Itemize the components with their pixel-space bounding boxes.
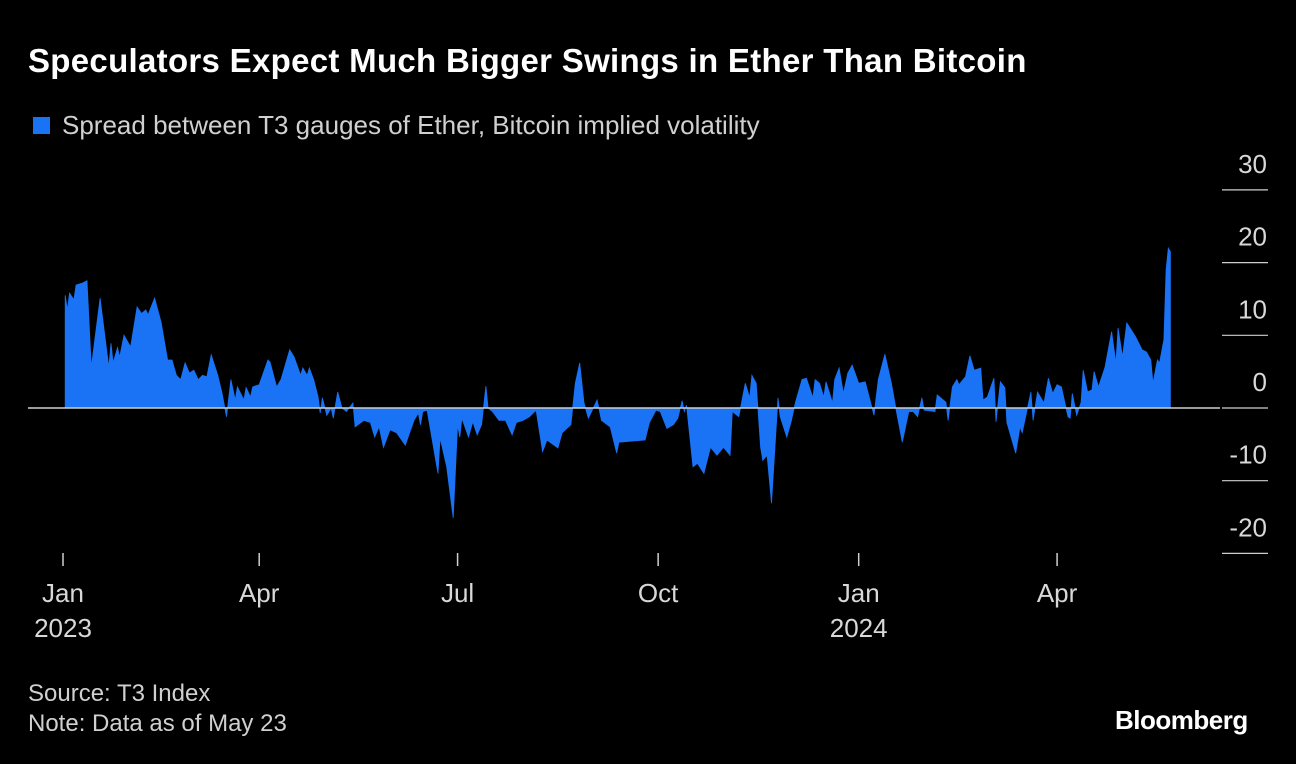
x-tick-year-label: 2023 xyxy=(34,613,92,643)
legend-swatch xyxy=(33,117,50,134)
y-tick-label: 30 xyxy=(1238,149,1267,179)
y-tick-label: -10 xyxy=(1229,440,1267,470)
chart-title: Speculators Expect Much Bigger Swings in… xyxy=(28,42,1027,79)
y-tick-label: 20 xyxy=(1238,222,1267,252)
series-area xyxy=(64,246,1171,518)
x-tick-label: Oct xyxy=(638,578,679,608)
x-tick-label: Apr xyxy=(1037,578,1078,608)
y-tick-label: 0 xyxy=(1253,367,1267,397)
x-tick-label: Apr xyxy=(239,578,280,608)
y-tick-label: -20 xyxy=(1229,512,1267,542)
source-text: Source: T3 Index xyxy=(28,680,211,707)
x-tick-label: Jan xyxy=(838,578,880,608)
x-tick-label: Jan xyxy=(42,578,84,608)
y-tick-label: 10 xyxy=(1238,294,1267,324)
bloomberg-logo: Bloomberg xyxy=(1115,705,1248,735)
x-tick-year-label: 2024 xyxy=(830,613,888,643)
legend: Spread between T3 gauges of Ether, Bitco… xyxy=(33,110,760,141)
legend-label: Spread between T3 gauges of Ether, Bitco… xyxy=(62,110,760,140)
x-tick-label: Jul xyxy=(441,578,474,608)
note-text: Note: Data as of May 23 xyxy=(28,710,287,737)
